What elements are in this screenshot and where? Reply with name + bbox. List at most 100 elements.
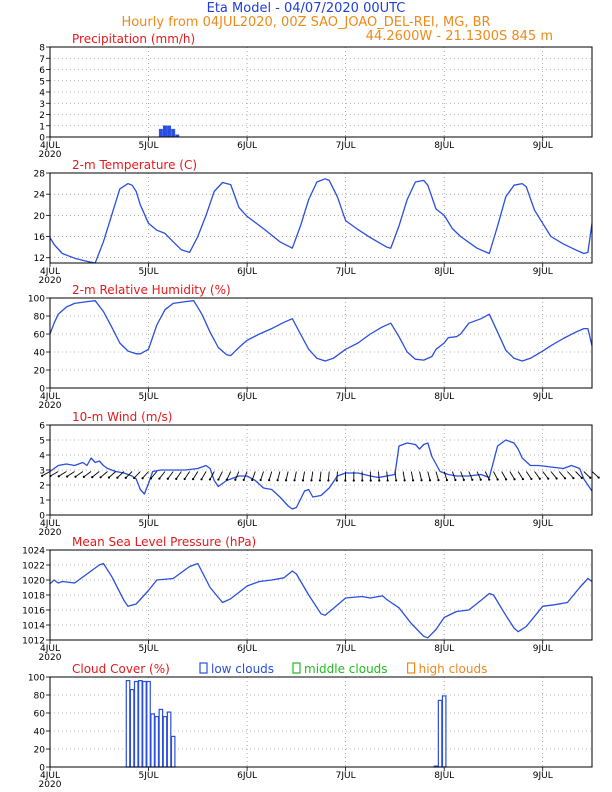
wind-arrow — [167, 471, 174, 479]
wind-arrow — [451, 471, 456, 481]
wind-arrow-head — [352, 479, 355, 482]
wind-arrow — [218, 471, 223, 480]
legend-swatch — [407, 662, 416, 674]
wind-arrow — [243, 471, 248, 481]
y-tick-label: 20 — [34, 746, 46, 756]
wind-arrow-head — [41, 474, 44, 477]
x-tick-label: 4JUL — [40, 519, 60, 529]
wind-arrow — [493, 471, 499, 480]
x-tick-label: 5JUL — [139, 644, 159, 654]
wind-arrow — [75, 471, 84, 478]
wind-arrow-head — [225, 478, 228, 481]
x-tick-label: 7JUL — [336, 267, 356, 277]
wind-arrow — [327, 471, 330, 481]
x-tick-year: 2020 — [39, 401, 62, 411]
y-tick-label: 28 — [34, 170, 46, 180]
wind-arrow-head — [378, 479, 381, 482]
wind-arrow — [311, 471, 314, 481]
x-tick-label: 4JUL — [40, 392, 60, 402]
y-tick-label: 6 — [39, 66, 45, 76]
panel-3: 0 20 40 60 80 100 4JUL2020 5JUL 6JUL 7JUL 8JUL 9JUL… — [28, 283, 593, 411]
x-tick-label: 9JUL — [533, 141, 553, 151]
y-tick-label: 1012 — [22, 637, 45, 647]
wind-arrow — [159, 471, 166, 479]
y-tick-label: 6 — [39, 422, 45, 432]
wind-arrow — [484, 471, 490, 480]
bar — [133, 680, 139, 768]
y-tick-label: 80 — [34, 692, 46, 702]
wind-arrow-head — [496, 478, 499, 481]
y-tick-label: 2 — [39, 111, 45, 121]
wind-arrow — [83, 471, 92, 478]
wind-arrow — [591, 471, 599, 478]
panel-6: 0 20 40 60 80 100 4JUL2020 5JUL 6JUL 7JUL 8JUL 9JUL… — [28, 662, 593, 790]
x-tick-label: 6JUL — [237, 771, 257, 781]
wind-arrow — [509, 471, 515, 480]
series-line — [49, 562, 593, 639]
wind-arrow — [192, 471, 199, 480]
wind-arrow — [394, 471, 397, 481]
x-tick-label: 8JUL — [434, 267, 454, 277]
y-tick-label: 60 — [34, 710, 46, 720]
x-tick-label: 6JUL — [237, 392, 257, 402]
wind-arrow-head — [395, 479, 398, 482]
bar — [129, 688, 135, 768]
wind-arrow-head — [141, 477, 144, 480]
bar — [437, 699, 443, 768]
wind-arrow — [575, 471, 583, 479]
panel-frame — [49, 297, 593, 389]
x-tick-label: 6JUL — [237, 141, 257, 151]
y-tick-label: 24 — [34, 191, 46, 201]
wind-arrow — [410, 471, 414, 481]
wind-arrow-head — [504, 478, 508, 481]
wind-arrow — [58, 471, 67, 477]
wind-arrow — [319, 471, 322, 481]
bar — [158, 128, 163, 138]
x-tick-year: 2020 — [39, 276, 62, 286]
wind-arrow-head — [166, 477, 169, 480]
wind-arrow-head — [361, 479, 364, 482]
wind-arrow-head — [74, 475, 77, 478]
bar — [162, 715, 168, 768]
wind-arrow — [302, 471, 306, 481]
panel-title: 10-m Wind (m/s) — [72, 410, 172, 424]
y-tick-label: 4 — [39, 89, 45, 99]
x-tick-label: 5JUL — [139, 519, 159, 529]
wind-arrow-head — [479, 478, 482, 481]
bar — [441, 695, 447, 768]
x-tick-label: 8JUL — [434, 392, 454, 402]
wind-arrow-head — [344, 479, 347, 482]
wind-arrow-head — [530, 477, 533, 481]
series-line — [49, 178, 593, 264]
chart-title: Eta Model - 04/07/2020 00UTC — [207, 1, 406, 16]
wind-arrow-head — [488, 478, 491, 481]
wind-arrow-head — [183, 477, 186, 481]
wind-arrow — [534, 471, 541, 480]
wind-arrow-head — [293, 479, 296, 482]
x-tick-label: 8JUL — [434, 644, 454, 654]
bar — [167, 125, 172, 138]
bar — [138, 679, 143, 768]
bar — [154, 715, 160, 768]
wind-arrow-head — [521, 477, 525, 481]
wind-arrow — [226, 471, 232, 480]
x-tick-label: 8JUL — [434, 519, 454, 529]
y-tick-label: 1 — [39, 497, 45, 507]
wind-arrow-head — [563, 477, 567, 480]
wind-arrow-head — [175, 477, 178, 480]
y-tick-label: 40 — [34, 728, 46, 738]
wind-arrow-head — [445, 478, 449, 482]
chart-subtitle: Hourly from 04JUL2020, 00Z SAO_JOAO_DEL-… — [121, 15, 490, 30]
y-tick-label: 3 — [39, 467, 45, 477]
panel-title: 2-m Temperature (C) — [72, 158, 197, 172]
wind-arrow — [435, 471, 439, 481]
x-tick-label: 9JUL — [533, 267, 553, 277]
wind-arrow — [501, 471, 507, 480]
wind-arrow-head — [124, 476, 127, 479]
x-tick-label: 6JUL — [237, 644, 257, 654]
wind-arrow-head — [66, 475, 69, 478]
wind-arrow — [542, 471, 549, 479]
wind-arrow — [268, 471, 273, 481]
wind-arrow — [386, 471, 389, 481]
